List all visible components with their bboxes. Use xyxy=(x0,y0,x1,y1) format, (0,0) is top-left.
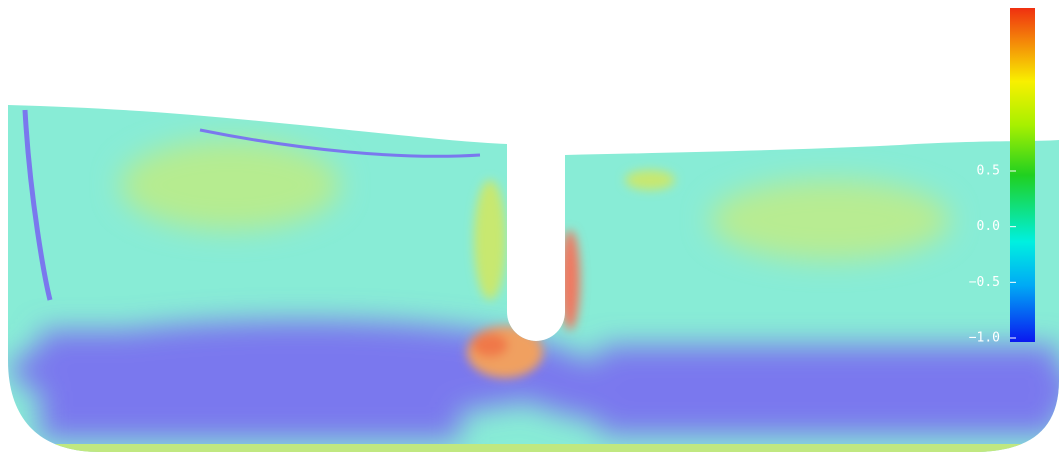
colorbar-tick-label: 0.5 xyxy=(977,164,1000,179)
field-view: 0.5 0.0 −0.5 −1.0 xyxy=(0,0,1059,455)
colorbar xyxy=(1010,8,1035,342)
colorbar-tick-label: −0.5 xyxy=(969,275,1000,290)
field xyxy=(0,90,1059,455)
colorbar-tick-label: 0.0 xyxy=(977,219,1000,234)
colorbar-tick-label: −1.0 xyxy=(969,331,1000,346)
page: 0.50.0−0.5−1.0 (() => { const data = JSO… xyxy=(0,0,1059,455)
